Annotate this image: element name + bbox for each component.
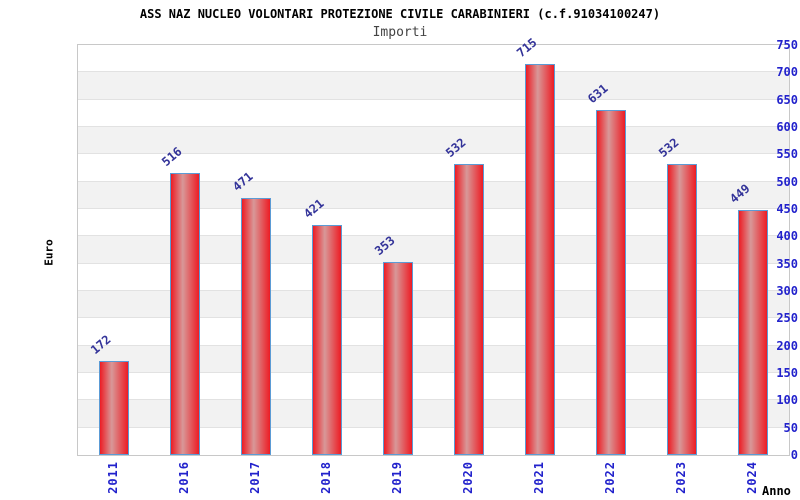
- bar-2018: [311, 224, 342, 455]
- x-tick-label: 2023: [674, 461, 689, 494]
- bar-2011: [98, 360, 129, 455]
- bar-2021: [525, 64, 556, 455]
- grid-band: [78, 72, 789, 100]
- x-axis-title: Anno: [762, 484, 791, 498]
- bar-2017: [240, 197, 271, 455]
- bar-2024: [738, 209, 769, 455]
- bar-2023: [667, 164, 698, 455]
- x-tick-label: 2020: [461, 461, 476, 494]
- bar-2016: [169, 172, 200, 455]
- chart-title: ASS NAZ NUCLEO VOLONTARI PROTEZIONE CIVI…: [139, 7, 661, 21]
- x-tick-label: 2021: [532, 461, 547, 494]
- grid-band: [78, 127, 789, 155]
- grid-band: [78, 45, 789, 73]
- bar-2019: [382, 262, 413, 455]
- bar-2022: [596, 110, 627, 455]
- x-tick-label: 2024: [745, 461, 760, 494]
- x-tick-label: 2011: [105, 461, 120, 494]
- plot-area: [77, 44, 790, 456]
- bar-2020: [454, 164, 485, 455]
- y-axis-title: Euro: [42, 239, 56, 266]
- x-tick-label: 2016: [176, 461, 191, 494]
- x-tick-label: 2022: [603, 461, 618, 494]
- grid-band: [78, 99, 789, 127]
- x-tick-label: 2019: [389, 461, 404, 494]
- x-tick-label: 2018: [318, 461, 333, 494]
- x-tick-label: 2017: [247, 461, 262, 494]
- chart-subtitle: Importi: [372, 25, 428, 40]
